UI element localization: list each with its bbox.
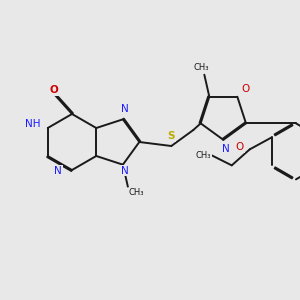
Text: N: N (121, 104, 129, 114)
Text: O: O (241, 84, 250, 94)
Text: N: N (54, 166, 62, 176)
Text: O: O (50, 85, 58, 95)
Text: CH₃: CH₃ (194, 63, 209, 72)
Text: O: O (236, 142, 244, 152)
Text: CH₃: CH₃ (196, 151, 212, 160)
Text: NH: NH (25, 119, 40, 129)
Text: S: S (168, 131, 175, 141)
Text: CH₃: CH₃ (128, 188, 144, 197)
Text: N: N (121, 166, 129, 176)
Text: N: N (223, 144, 230, 154)
